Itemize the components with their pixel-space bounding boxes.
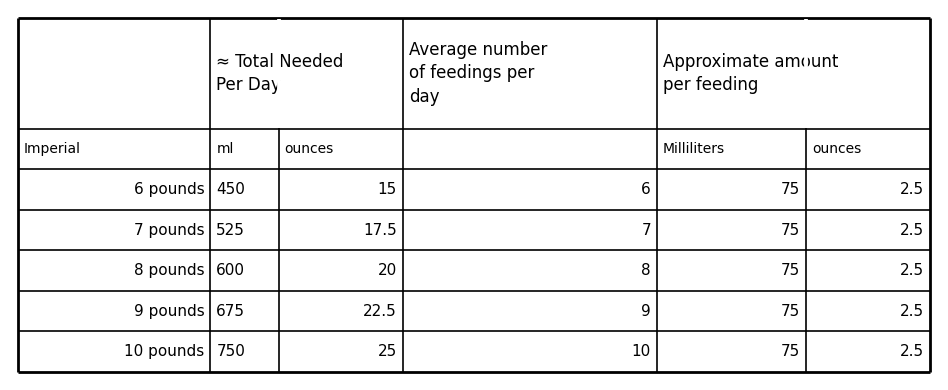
Text: 2.5: 2.5	[900, 304, 924, 319]
Text: Average number
of feedings per
day: Average number of feedings per day	[409, 41, 547, 106]
Text: 6: 6	[641, 182, 651, 197]
Text: 2.5: 2.5	[900, 182, 924, 197]
Text: 17.5: 17.5	[363, 223, 396, 238]
Text: 8: 8	[642, 263, 651, 278]
Text: 2.5: 2.5	[900, 263, 924, 278]
Text: Milliliters: Milliliters	[663, 142, 725, 156]
Text: 75: 75	[780, 344, 800, 359]
Text: 2.5: 2.5	[900, 223, 924, 238]
Text: 600: 600	[216, 263, 246, 278]
Text: 6 pounds: 6 pounds	[134, 182, 205, 197]
Text: 22.5: 22.5	[363, 304, 396, 319]
Text: 750: 750	[216, 344, 246, 359]
Text: 525: 525	[216, 223, 246, 238]
Text: 2.5: 2.5	[900, 344, 924, 359]
Text: Approximate amount
per feeding: Approximate amount per feeding	[663, 53, 838, 94]
Text: 75: 75	[780, 304, 800, 319]
Text: ≈ Total Needed
Per Day: ≈ Total Needed Per Day	[216, 53, 344, 94]
Text: 450: 450	[216, 182, 246, 197]
Text: 75: 75	[780, 182, 800, 197]
Text: 15: 15	[377, 182, 396, 197]
Text: 9: 9	[641, 304, 651, 319]
Text: 10 pounds: 10 pounds	[124, 344, 205, 359]
Text: 25: 25	[377, 344, 396, 359]
Text: ounces: ounces	[811, 142, 861, 156]
Text: 675: 675	[216, 304, 246, 319]
Text: ml: ml	[216, 142, 234, 156]
Text: 7: 7	[642, 223, 651, 238]
Text: 7 pounds: 7 pounds	[134, 223, 205, 238]
Text: ounces: ounces	[284, 142, 334, 156]
Text: 75: 75	[780, 223, 800, 238]
Text: 75: 75	[780, 263, 800, 278]
Text: 10: 10	[631, 344, 651, 359]
Text: 20: 20	[377, 263, 396, 278]
Text: 9 pounds: 9 pounds	[134, 304, 205, 319]
Text: 8 pounds: 8 pounds	[134, 263, 205, 278]
Text: Imperial: Imperial	[24, 142, 81, 156]
